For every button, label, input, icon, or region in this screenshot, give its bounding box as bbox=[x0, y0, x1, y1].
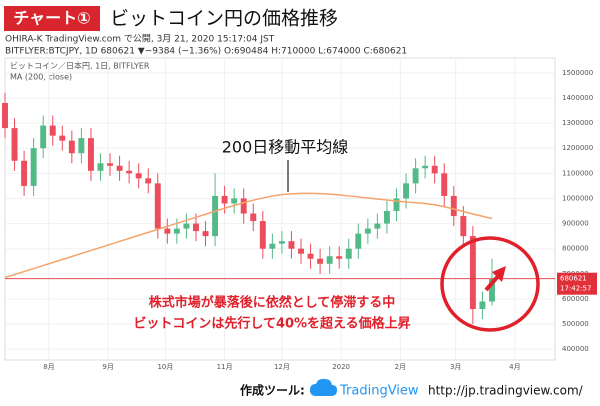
candle-body bbox=[364, 228, 371, 234]
candle-body bbox=[336, 256, 343, 259]
candle-body bbox=[78, 138, 85, 154]
y-tick-label: 800000 bbox=[562, 245, 589, 253]
candle-body bbox=[345, 248, 352, 259]
x-tick-label: 11月 bbox=[217, 363, 233, 371]
candle-body bbox=[11, 128, 18, 161]
badge-box bbox=[4, 6, 100, 31]
candle-body bbox=[154, 183, 161, 229]
x-tick-label: 4月 bbox=[509, 363, 520, 371]
url: http://jp.tradingview.com/ bbox=[428, 384, 584, 398]
note-line: ビットコインは先行して40%を超える価格上昇 bbox=[133, 316, 410, 332]
candle-body bbox=[68, 140, 75, 154]
candle-body bbox=[259, 221, 266, 249]
candle-body bbox=[202, 231, 209, 237]
candle-body bbox=[135, 173, 142, 179]
candle-body bbox=[460, 216, 467, 237]
x-tick-label: 8月 bbox=[43, 363, 54, 371]
y-tick-label: 400000 bbox=[562, 345, 589, 353]
logo-icon bbox=[310, 378, 337, 396]
candle-body bbox=[479, 301, 486, 309]
candle-body bbox=[59, 135, 66, 141]
candle-body bbox=[231, 198, 238, 204]
candle-body bbox=[116, 165, 123, 171]
candle-body bbox=[269, 243, 276, 249]
countdown: 17:42:57 bbox=[560, 285, 591, 293]
candle-body bbox=[145, 178, 152, 184]
candle-body bbox=[307, 253, 314, 259]
candle-body bbox=[2, 102, 8, 129]
x-tick-label: 2月 bbox=[395, 363, 406, 371]
candle-body bbox=[374, 223, 381, 229]
candle-body bbox=[250, 213, 257, 222]
candle-body bbox=[441, 173, 448, 196]
candle-body bbox=[403, 183, 410, 199]
candle-body bbox=[355, 233, 362, 249]
x-tick-label: 12月 bbox=[274, 363, 290, 371]
candle-body bbox=[326, 256, 333, 264]
candle-body bbox=[221, 195, 228, 204]
publish-info: OHIRA-K TradingView.com で公開, 3月 21, 2020… bbox=[5, 34, 275, 45]
candle-body bbox=[240, 198, 247, 214]
candle-body bbox=[87, 138, 94, 171]
ma-annotation: 200日移動平均線 bbox=[222, 138, 349, 157]
candle-body bbox=[489, 278, 495, 302]
page-title: ビットコイン円の価格推移 bbox=[110, 8, 338, 30]
y-tick-label: 1400000 bbox=[562, 94, 593, 102]
candle-body bbox=[126, 170, 133, 174]
candle-body bbox=[164, 228, 171, 234]
price-label-box bbox=[557, 272, 597, 295]
y-tick-label: 1500000 bbox=[562, 69, 593, 77]
legend-title: ビットコイン／日本円, 1日, BITFLYER bbox=[10, 61, 150, 71]
symbol-info: BITFLYER:BTCJPY, 1D 680621 ▼−9384 (−1.36… bbox=[5, 47, 407, 57]
candle-body bbox=[450, 195, 457, 217]
candle-body bbox=[212, 195, 219, 237]
legend-entry: MA (200, close) bbox=[10, 73, 72, 82]
candle-body bbox=[298, 248, 304, 254]
y-tick-label: 1000000 bbox=[562, 194, 593, 202]
price-label: 680621 bbox=[560, 275, 587, 283]
badge: チャート① bbox=[13, 9, 90, 28]
highlight-circle bbox=[440, 236, 540, 332]
x-tick-label: 3月 bbox=[450, 363, 461, 371]
y-tick-label: 500000 bbox=[562, 320, 589, 328]
candle-body bbox=[193, 223, 199, 232]
x-tick-label: 2020 bbox=[332, 363, 350, 371]
candle-body bbox=[173, 228, 180, 234]
y-tick-label: 600000 bbox=[562, 295, 589, 303]
note-line: 株式市場が暴落後に依然として停滞する中 bbox=[149, 295, 396, 311]
candle-body bbox=[278, 241, 285, 244]
x-tick-label: 9月 bbox=[102, 363, 113, 371]
candle-body bbox=[183, 223, 190, 229]
candle-body bbox=[288, 241, 295, 249]
candle-body bbox=[317, 258, 324, 264]
candle-body bbox=[21, 160, 28, 186]
candle-body bbox=[383, 211, 390, 224]
y-tick-label: 1300000 bbox=[562, 119, 593, 127]
candle-body bbox=[431, 165, 438, 174]
y-tick-label: 900000 bbox=[562, 220, 589, 228]
y-tick-label: 1100000 bbox=[562, 169, 593, 177]
candle-body bbox=[97, 163, 104, 171]
candle-body bbox=[107, 163, 113, 166]
candle-body bbox=[412, 168, 419, 184]
candle-body bbox=[40, 125, 47, 149]
candle-body bbox=[469, 236, 476, 309]
candle-body bbox=[30, 148, 37, 186]
candle-body bbox=[49, 125, 56, 136]
logo-text: TradingView bbox=[339, 384, 419, 399]
y-tick-label: 1200000 bbox=[562, 144, 593, 152]
tool-label: 作成ツール: bbox=[240, 383, 305, 398]
ma-line bbox=[4, 192, 493, 279]
candle-body bbox=[422, 165, 429, 169]
arrow-head bbox=[492, 266, 506, 282]
candle-body bbox=[393, 198, 400, 212]
x-tick-label: 10月 bbox=[157, 363, 173, 371]
